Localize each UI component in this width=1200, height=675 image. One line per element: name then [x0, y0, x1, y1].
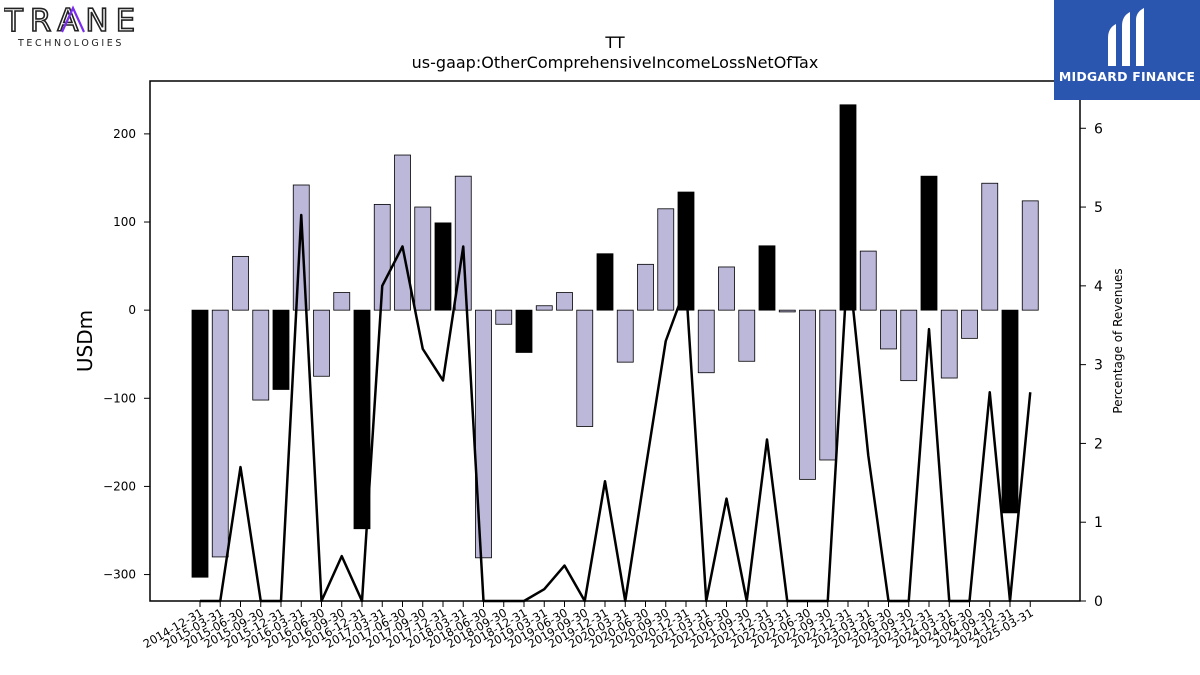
bar-2022-06-30 — [799, 309, 816, 480]
bar-2023-06-30 — [880, 309, 897, 350]
bar-2017-12-31 — [434, 222, 452, 311]
trane-logo-wordmark: TRANE — [4, 4, 142, 39]
bar-2018-09-30 — [495, 309, 513, 325]
bar-2017-06-30 — [394, 154, 411, 311]
bar-2016-12-31 — [353, 309, 371, 530]
chart-title: TT — [604, 33, 624, 52]
chart-subtitle: us-gaap:OtherComprehensiveIncomeLossNetO… — [412, 53, 819, 72]
y2-axis: 0 1 2 3 4 5 6 — [1080, 121, 1103, 610]
y-tick-label: −100 — [103, 391, 136, 405]
y-tick-label: 0 — [128, 303, 136, 317]
y2-axis-label: Percentage of Revenues — [1111, 268, 1125, 413]
bar-2016-03-31 — [292, 184, 310, 311]
x-axis: 2014-12-312015-03-312015-06-302015-09-30… — [141, 601, 1036, 651]
bar-2022-03-31 — [778, 309, 796, 313]
y2-tick-label: 6 — [1094, 121, 1103, 137]
bar-2019-09-30 — [576, 309, 594, 427]
bar-2022-12-31 — [839, 104, 857, 311]
bar-2023-12-31 — [920, 175, 938, 311]
y2-tick-label: 2 — [1094, 436, 1103, 452]
y-tick-label: 200 — [113, 127, 136, 141]
pct-of-revenue-line — [200, 213, 1032, 603]
midgard-logo-mark — [1108, 8, 1144, 66]
y-tick-label: −200 — [103, 479, 136, 493]
y2-tick-label: 1 — [1094, 515, 1103, 531]
bar-2015-03-31 — [211, 309, 229, 558]
bar-2024-06-30 — [961, 309, 978, 339]
bar-2021-09-30 — [738, 309, 756, 362]
bar-2024-03-31 — [940, 309, 958, 379]
bar-2016-09-30 — [333, 292, 351, 311]
bar-2016-06-30 — [313, 309, 330, 377]
bar-2023-09-30 — [900, 309, 918, 382]
bar-2018-12-31 — [515, 309, 533, 353]
bar-2015-12-31 — [272, 309, 290, 390]
y2-tick-label: 0 — [1094, 594, 1103, 610]
bars-layer — [191, 104, 1039, 578]
bar-2014-12-31 — [191, 309, 209, 578]
y2-tick-label: 3 — [1094, 358, 1103, 374]
plot-frame — [149, 80, 1081, 602]
bar-2019-03-31 — [535, 305, 553, 311]
bar-2017-03-31 — [373, 203, 391, 311]
y2-tick-label: 4 — [1094, 279, 1103, 295]
bar-2021-06-30 — [718, 266, 735, 311]
line-layer — [200, 213, 1032, 603]
midgard-finance-logo: MIDGARD FINANCE — [1054, 0, 1200, 100]
bar-2019-06-30 — [556, 292, 573, 311]
bar-2018-06-30 — [475, 309, 492, 559]
y-tick-label: 100 — [113, 215, 136, 229]
bar-2022-09-30 — [819, 309, 837, 461]
midgard-logo-text: MIDGARD FINANCE — [1058, 69, 1196, 84]
trane-logo-accent — [61, 5, 85, 33]
bar-2023-03-31 — [859, 250, 877, 311]
bar-2019-12-31 — [596, 253, 614, 311]
trane-technologies-logo: TRANE TECHNOLOGIES — [2, 2, 164, 50]
bar-2024-09-30 — [981, 182, 999, 311]
bar-2017-09-30 — [414, 206, 432, 311]
y2-tick-label: 5 — [1094, 200, 1103, 216]
y-axis-label: USDm — [73, 310, 97, 372]
bar-2021-03-31 — [697, 309, 715, 374]
bar-2021-12-31 — [758, 245, 776, 311]
bar-2020-09-30 — [657, 208, 675, 311]
bar-2024-12-31 — [1001, 309, 1019, 514]
y-tick-label: −300 — [103, 568, 136, 582]
bar-2020-03-31 — [616, 309, 634, 363]
bar-2015-09-30 — [252, 309, 270, 401]
bar-2015-06-30 — [232, 255, 249, 311]
y-axis: −300 −200 −100 0 100 200 — [103, 127, 150, 582]
bar-2020-06-30 — [637, 263, 654, 311]
bar-2020-12-31 — [677, 191, 695, 311]
trane-logo-sub: TECHNOLOGIES — [17, 38, 124, 49]
bar-2025-03-31 — [1021, 200, 1039, 311]
